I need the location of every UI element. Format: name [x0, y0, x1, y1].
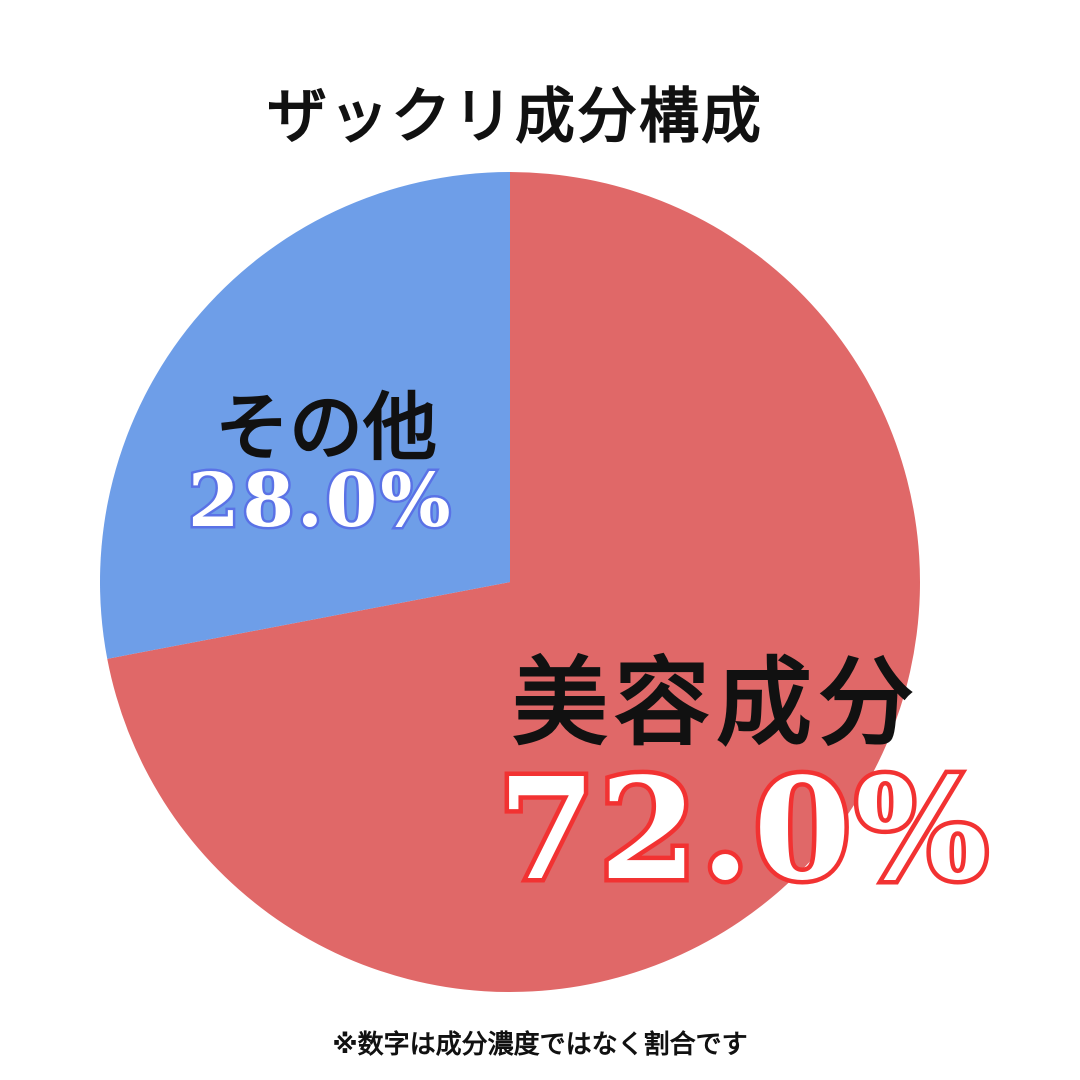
chart-title: ザックリ成分構成	[267, 82, 763, 152]
pie-slice-beauty-ingredients	[107, 172, 921, 993]
slice-value-beauty-ingredients: 72.0%	[493, 744, 993, 917]
slice-label-beauty-ingredients: 美容成分	[512, 647, 920, 759]
footnote: ※数字は成分濃度ではなく割合です	[332, 1030, 748, 1060]
slice-value-other: 28.0%	[186, 456, 454, 547]
pie-slice-other	[99, 172, 510, 659]
slice-label-other: その他	[215, 385, 437, 471]
